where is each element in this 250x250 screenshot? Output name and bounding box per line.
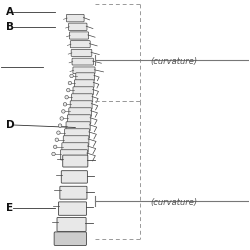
Circle shape: [52, 152, 55, 156]
Text: D: D: [6, 120, 14, 130]
Circle shape: [68, 81, 72, 85]
Circle shape: [62, 110, 65, 113]
FancyBboxPatch shape: [74, 80, 94, 88]
FancyBboxPatch shape: [68, 23, 87, 30]
Text: E: E: [6, 203, 13, 213]
FancyBboxPatch shape: [72, 58, 94, 65]
FancyBboxPatch shape: [62, 143, 88, 153]
Text: A: A: [6, 7, 14, 17]
FancyBboxPatch shape: [58, 202, 86, 215]
Circle shape: [57, 131, 60, 134]
FancyBboxPatch shape: [69, 108, 92, 116]
FancyBboxPatch shape: [71, 50, 92, 56]
FancyBboxPatch shape: [70, 41, 90, 48]
FancyBboxPatch shape: [73, 67, 95, 74]
FancyBboxPatch shape: [57, 218, 86, 232]
Circle shape: [54, 145, 57, 148]
FancyBboxPatch shape: [70, 101, 92, 109]
FancyBboxPatch shape: [66, 14, 84, 22]
FancyBboxPatch shape: [63, 155, 88, 167]
Circle shape: [60, 117, 64, 120]
FancyBboxPatch shape: [54, 232, 86, 245]
FancyBboxPatch shape: [73, 87, 94, 95]
FancyBboxPatch shape: [66, 122, 90, 131]
Text: (curvature): (curvature): [150, 198, 197, 206]
Circle shape: [66, 88, 70, 92]
FancyBboxPatch shape: [65, 129, 90, 138]
Circle shape: [63, 102, 67, 106]
Text: B: B: [6, 22, 14, 32]
Circle shape: [58, 124, 62, 127]
Circle shape: [70, 74, 73, 78]
FancyBboxPatch shape: [60, 150, 88, 160]
FancyBboxPatch shape: [70, 32, 88, 39]
Circle shape: [55, 138, 58, 141]
Circle shape: [65, 96, 68, 99]
FancyBboxPatch shape: [68, 115, 91, 124]
Text: (curvature): (curvature): [150, 57, 197, 66]
FancyBboxPatch shape: [60, 186, 87, 199]
FancyBboxPatch shape: [61, 171, 88, 183]
FancyBboxPatch shape: [72, 94, 93, 102]
FancyBboxPatch shape: [76, 73, 95, 80]
FancyBboxPatch shape: [63, 136, 89, 145]
